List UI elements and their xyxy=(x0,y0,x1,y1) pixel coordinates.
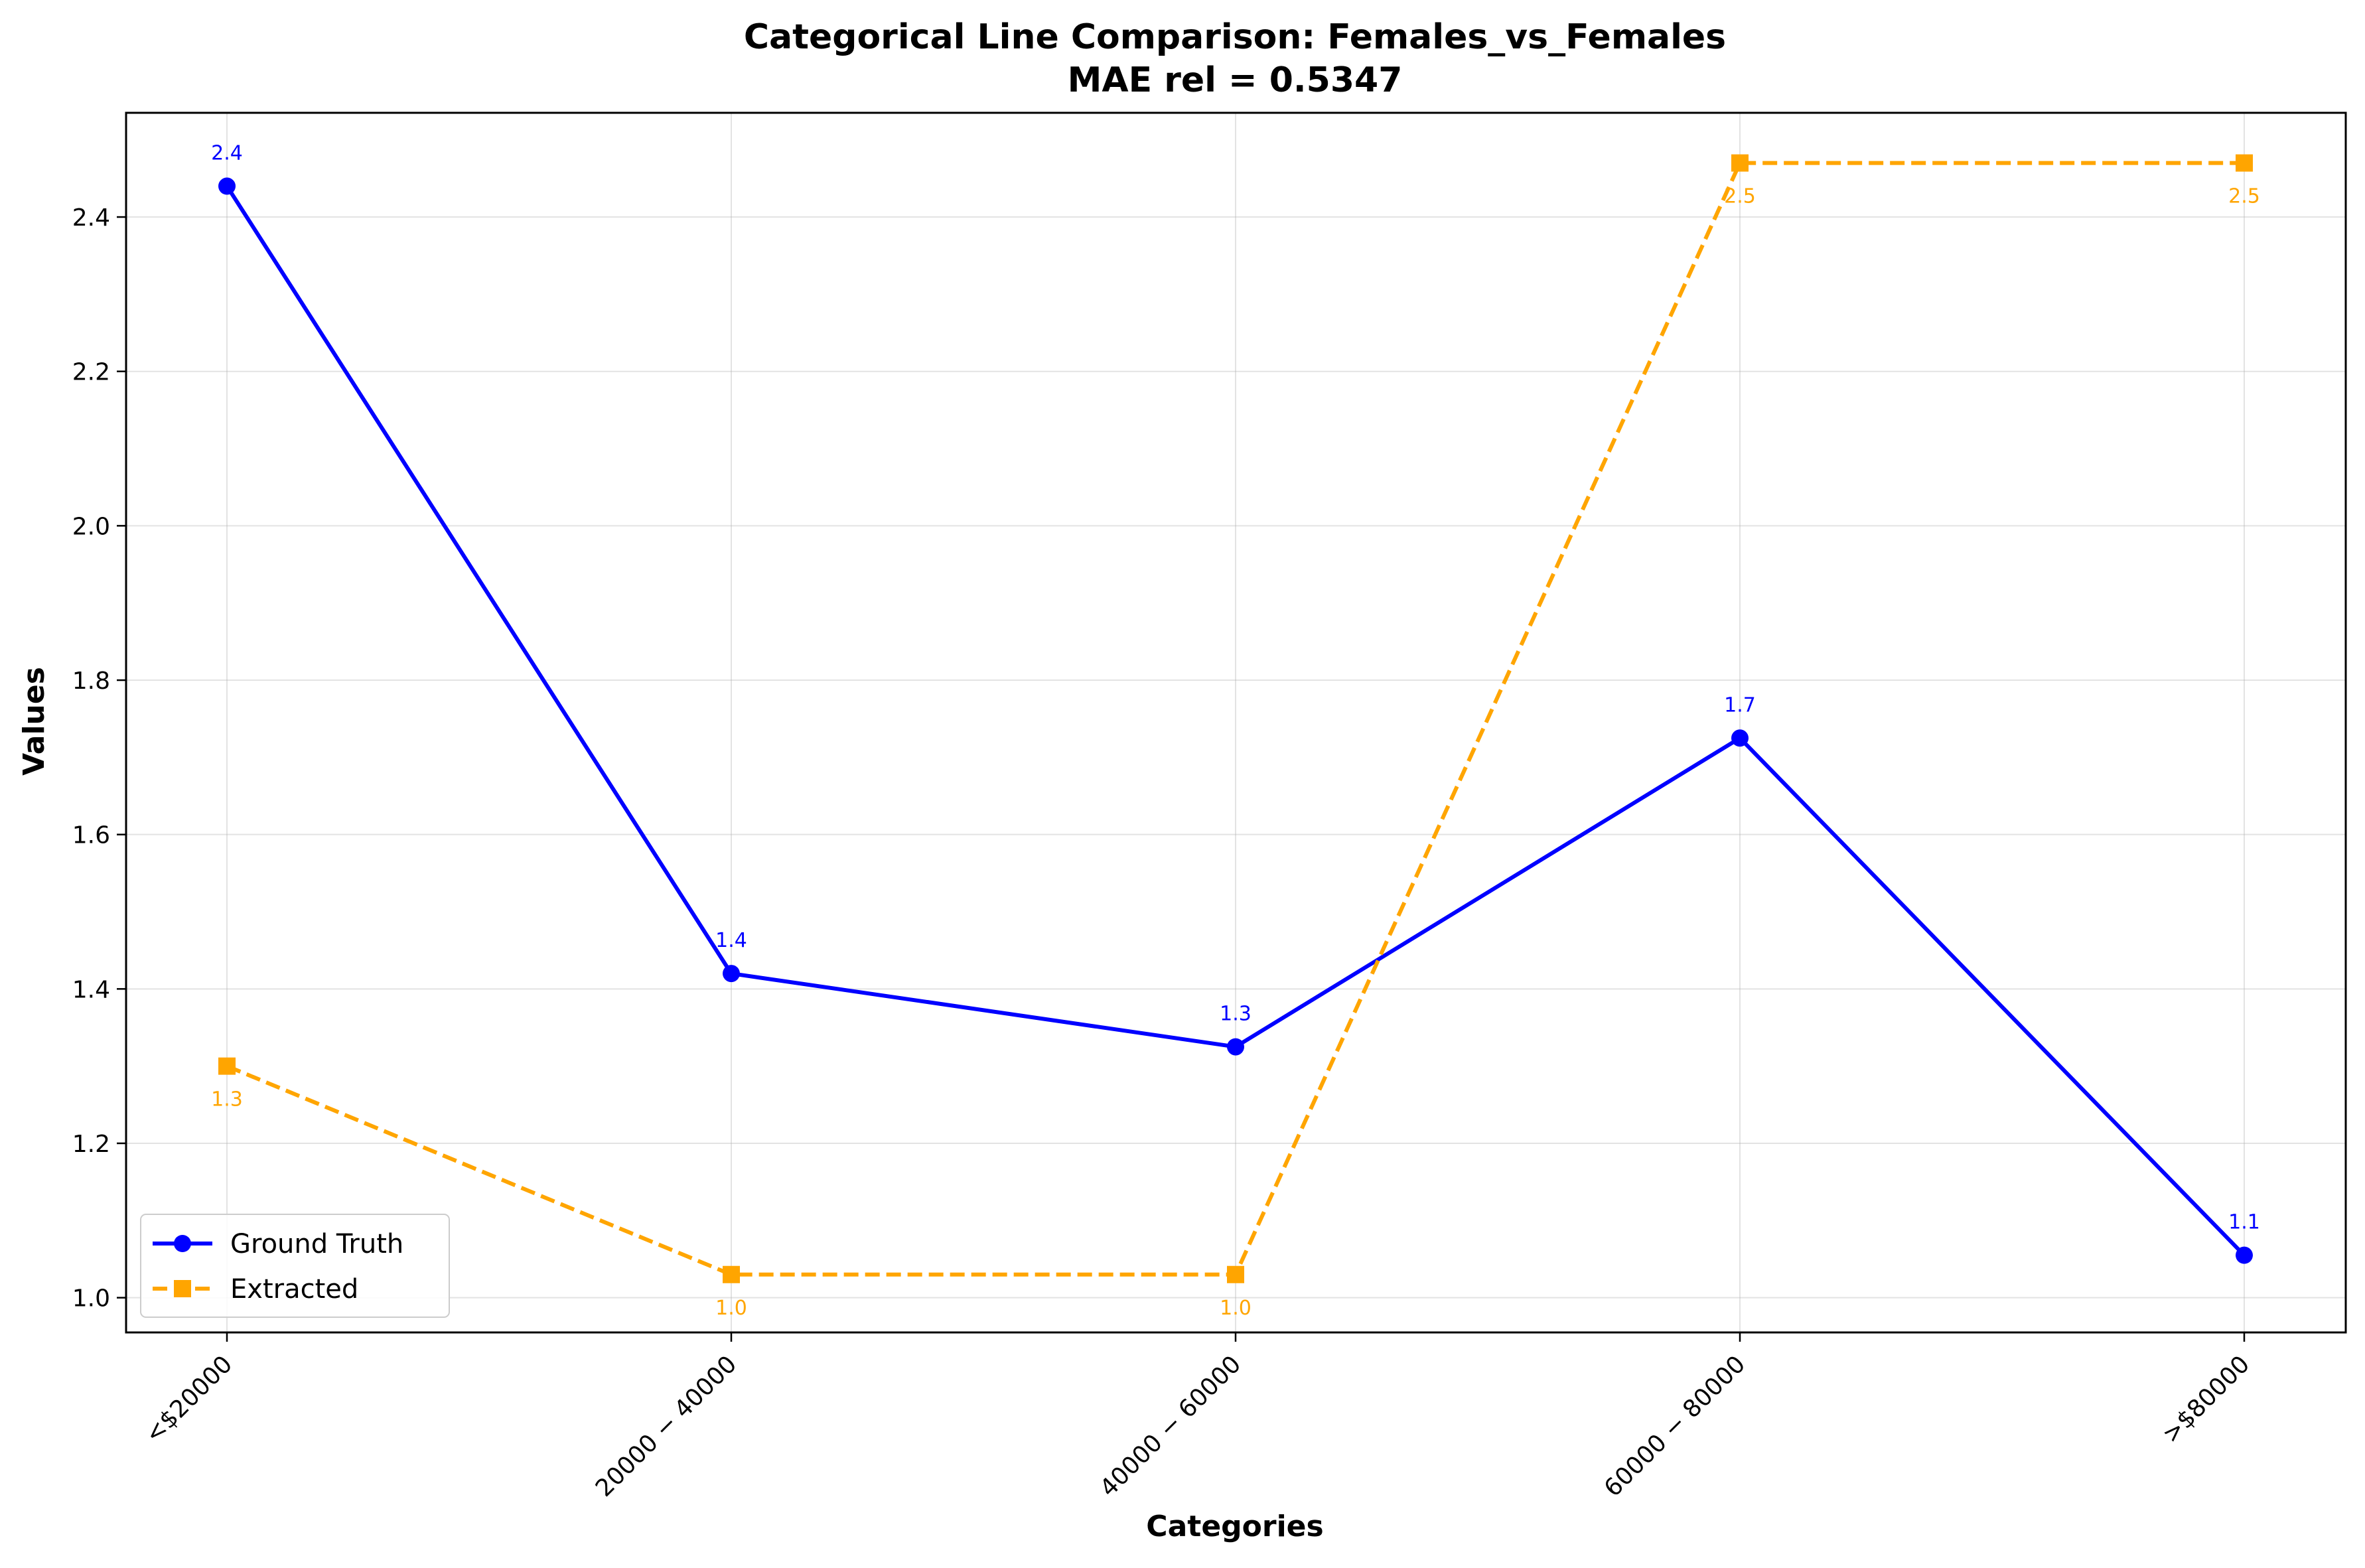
grid-layer xyxy=(126,113,2346,1332)
data-label: 1.0 xyxy=(1220,1297,1252,1320)
chart-title: Categorical Line Comparison: Females_vs_… xyxy=(744,17,1726,57)
data-point-marker xyxy=(1227,1038,1244,1056)
y-tick-label: 1.4 xyxy=(72,976,110,1003)
legend-label: Extracted xyxy=(230,1274,358,1305)
data-label: 1.7 xyxy=(1724,693,1756,717)
x-tick-label: 20000 − 40000 xyxy=(591,1350,742,1502)
label-layer: 2.4 1.4 1.3 1.7 1.1 1.3 1.0 1.0 2.5 2.5 xyxy=(211,142,2260,1320)
y-tick-label: 1.8 xyxy=(72,668,110,695)
series-layer xyxy=(218,154,2253,1283)
data-label: 2.4 xyxy=(211,142,243,165)
data-point-marker xyxy=(723,965,740,983)
chart-subtitle: MAE rel = 0.5347 xyxy=(1068,60,1403,100)
legend: Ground Truth Extracted xyxy=(140,1214,450,1318)
data-point-marker xyxy=(2236,154,2253,172)
data-label: 2.5 xyxy=(2228,185,2260,208)
y-tick-label: 2.0 xyxy=(72,513,110,540)
data-point-marker xyxy=(1731,729,1749,747)
legend-marker xyxy=(174,1280,191,1297)
data-point-marker xyxy=(1227,1265,1244,1283)
data-label: 2.5 xyxy=(1724,185,1756,208)
x-tick-label: 40000 − 60000 xyxy=(1095,1350,1246,1502)
data-point-marker xyxy=(2236,1246,2253,1264)
y-tick-label: 1.2 xyxy=(72,1131,110,1158)
x-tick-label: <$20000 xyxy=(140,1350,238,1448)
data-label: 1.1 xyxy=(2228,1211,2260,1234)
legend-marker xyxy=(174,1235,191,1252)
data-label: 1.0 xyxy=(715,1297,747,1320)
data-label: 1.3 xyxy=(1220,1003,1252,1026)
data-label: 1.4 xyxy=(715,929,747,952)
y-axis-title: Values xyxy=(17,667,51,776)
legend-box xyxy=(140,1214,450,1318)
x-axis-title: Categories xyxy=(1146,1510,1323,1543)
data-point-marker xyxy=(218,1057,236,1075)
data-point-marker xyxy=(218,177,236,195)
x-tick-label: >$80000 xyxy=(2157,1350,2255,1448)
y-tick-label: 1.6 xyxy=(72,822,110,849)
y-tick-label: 2.4 xyxy=(72,204,110,232)
y-tick-label: 2.2 xyxy=(72,359,110,386)
data-point-marker xyxy=(723,1265,740,1283)
legend-label: Ground Truth xyxy=(230,1229,403,1259)
data-label: 1.3 xyxy=(211,1088,243,1111)
x-tick-label: 60000 − 80000 xyxy=(1599,1350,1751,1502)
y-tick-label: 1.0 xyxy=(72,1285,110,1313)
data-point-marker xyxy=(1731,154,1749,172)
